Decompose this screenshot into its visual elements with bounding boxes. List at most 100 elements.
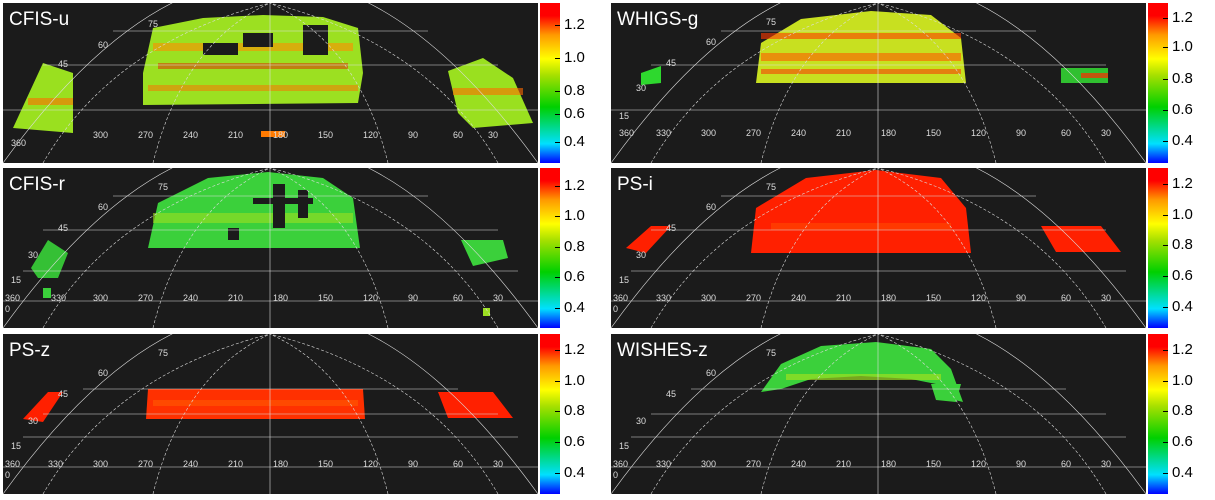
ra-label: 360 (11, 138, 26, 148)
ra-label: 240 (183, 459, 198, 469)
ra-label: 270 (746, 293, 761, 303)
dec-label: 15 (11, 275, 21, 285)
ra-label: 360 (619, 128, 634, 138)
colorbar-tick: 1.2 (1172, 9, 1193, 26)
colorbar-tick: 1.2 (564, 16, 585, 33)
ra-label: 60 (453, 459, 463, 469)
colorbar-tick: 1.0 (1172, 38, 1193, 55)
ra-label: 90 (408, 293, 418, 303)
colorbar-tick: 0.4 (1172, 464, 1193, 481)
colorbar-tick: 0.6 (1172, 433, 1193, 450)
dec-labels: 75 60 45 30 15 0 (613, 182, 776, 314)
dec-label: 30 (28, 416, 38, 426)
ra-label: 330 (48, 459, 63, 469)
colorbar-tick: 1.0 (564, 49, 585, 66)
ra-label: 360 (5, 459, 20, 469)
ra-label: 180 (273, 459, 288, 469)
ra-label: 210 (228, 459, 243, 469)
dec-label: 15 (619, 441, 629, 451)
sky-map: 360 300 270 240 210 180 150 120 90 60 30… (3, 3, 538, 163)
ra-label: 180 (881, 293, 896, 303)
dec-label: 0 (5, 304, 10, 314)
dec-label: 75 (766, 182, 776, 192)
dec-label: 45 (666, 223, 676, 233)
coverage-whigs-g (641, 11, 1108, 85)
ra-labels: 360 330 300 270 240 210 180 150 120 90 6… (613, 293, 1111, 303)
ra-label: 240 (791, 293, 806, 303)
ra-label: 90 (408, 459, 418, 469)
ra-label: 30 (1101, 293, 1111, 303)
colorbar-tick: 1.2 (1172, 341, 1193, 358)
dec-label: 45 (58, 223, 68, 233)
colorbar-tick: 0.8 (1172, 402, 1193, 419)
ra-label: 150 (926, 128, 941, 138)
dec-label: 0 (5, 470, 10, 480)
dec-labels: 75 60 45 30 15 0 (5, 348, 168, 480)
panel-ps-i: 360 330 300 270 240 210 180 150 120 90 6… (611, 168, 1211, 328)
sky-map: 360 330 300 270 240 210 180 150 120 90 6… (611, 334, 1146, 494)
colorbar-tick: 0.4 (1172, 298, 1193, 315)
ra-label: 150 (926, 293, 941, 303)
graticule (3, 3, 538, 163)
panel-ps-z: 360 330 300 270 240 210 180 150 120 90 6… (3, 334, 603, 494)
ra-label: 240 (791, 128, 806, 138)
ra-label: 300 (701, 128, 716, 138)
dec-label: 30 (636, 250, 646, 260)
colorbar-tick: 0.4 (564, 464, 585, 481)
sky-map: 360 330 300 270 240 210 180 150 120 90 6… (611, 168, 1146, 328)
colorbar-tick: 0.6 (1172, 267, 1193, 284)
ra-label: 330 (51, 293, 66, 303)
ra-label: 330 (656, 128, 671, 138)
colorbar (540, 334, 560, 494)
ra-label: 60 (453, 130, 463, 140)
ra-label: 210 (836, 459, 851, 469)
map-svg: 360 330 300 270 240 210 180 150 120 90 6… (3, 168, 538, 328)
sky-map: 360 330 300 270 240 210 180 150 120 90 6… (611, 3, 1146, 163)
dec-label: 60 (98, 368, 108, 378)
ra-label: 180 (273, 293, 288, 303)
panel-wishes-z: 360 330 300 270 240 210 180 150 120 90 6… (611, 334, 1211, 494)
ra-label: 30 (493, 293, 503, 303)
ra-label: 300 (701, 293, 716, 303)
ra-label: 60 (1061, 128, 1071, 138)
ra-labels: 360 330 300 270 240 210 180 150 120 90 6… (5, 459, 503, 469)
ra-label: 60 (1061, 293, 1071, 303)
ra-label: 30 (1101, 459, 1111, 469)
survey-label: WHIGS-g (617, 9, 699, 30)
survey-label: WISHES-z (617, 340, 708, 361)
ra-label: 90 (1016, 293, 1026, 303)
ra-label: 30 (493, 459, 503, 469)
ra-label: 300 (93, 459, 108, 469)
ra-label: 210 (836, 293, 851, 303)
sky-map: 360 330 300 270 240 210 180 150 120 90 6… (3, 168, 538, 328)
ra-label: 240 (183, 293, 198, 303)
colorbar-tick: 0.6 (1172, 101, 1193, 118)
ra-label: 270 (746, 128, 761, 138)
ra-label: 270 (138, 293, 153, 303)
colorbar-tick: 0.6 (564, 433, 585, 450)
ra-label: 120 (971, 128, 986, 138)
ra-label: 240 (183, 130, 198, 140)
ra-label: 30 (488, 130, 498, 140)
dec-label: 45 (666, 389, 676, 399)
colorbar-tick: 1.0 (1172, 372, 1193, 389)
graticule (3, 168, 538, 328)
colorbar-tick: 1.2 (564, 177, 585, 194)
ra-label: 30 (1101, 128, 1111, 138)
ra-label: 180 (273, 130, 288, 140)
ra-label: 120 (363, 293, 378, 303)
colorbar-tick: 1.2 (564, 341, 585, 358)
ra-label: 180 (881, 459, 896, 469)
dec-label: 30 (636, 416, 646, 426)
map-svg: 360 330 300 270 240 210 180 150 120 90 6… (611, 3, 1146, 163)
dec-label: 75 (158, 348, 168, 358)
colorbar (1148, 3, 1168, 163)
panel-cfis-r: 360 330 300 270 240 210 180 150 120 90 6… (3, 168, 603, 328)
ra-label: 270 (746, 459, 761, 469)
colorbar-tick: 1.2 (1172, 175, 1193, 192)
ra-label: 180 (881, 128, 896, 138)
colorbar (540, 168, 560, 328)
ra-label: 150 (318, 459, 333, 469)
dec-label: 15 (619, 275, 629, 285)
dec-labels: 75 60 45 30 15 0 (613, 348, 776, 480)
